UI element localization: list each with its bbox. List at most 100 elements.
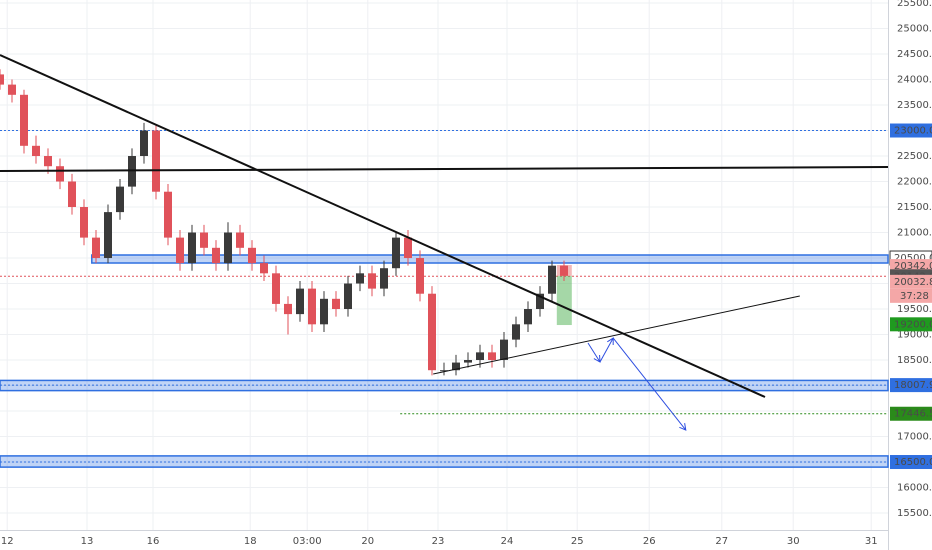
profit-box [556,276,572,326]
price-label-bg [890,406,932,421]
y-tick-label: 17000.0 [897,432,932,443]
zone [91,254,889,264]
candle-body [68,181,76,208]
candle-body [560,265,568,276]
x-tick-label: 24 [501,536,514,547]
candle-body [20,94,28,146]
trendline [0,166,889,173]
candle-body [200,232,208,248]
price-label: 16500.0 [894,457,932,468]
candle-body [8,84,16,95]
candle-body [212,247,220,264]
price-label-bg [890,274,932,289]
candle-body [404,237,412,259]
candle-body [248,247,256,264]
countdown: 37:28 [900,291,929,302]
x-tick-label: 31 [865,536,878,547]
candle-body [548,265,556,294]
trendline [433,295,800,375]
y-tick-label: 24000.0 [897,75,932,86]
candle-body [236,232,244,248]
candle-body [284,303,292,315]
candle-body [140,130,148,157]
y-tick-label: 23500.0 [897,100,932,111]
x-tick-label: 18 [244,536,257,547]
y-tick-label: 21500.0 [897,202,932,213]
x-tick-label: 12 [1,536,14,547]
y-tick-label: 18500.0 [897,355,932,366]
arrow [612,337,687,431]
x-tick-label: 20 [361,536,374,547]
candle-body [524,309,532,325]
y-tick-label: 25500.0 [897,0,932,9]
candle-body [332,298,340,310]
candle-body [92,237,100,259]
x-tick-label: 16 [147,536,160,547]
candle-body [428,293,436,371]
y-tick-label: 19500.0 [897,304,932,315]
price-label: 17446.5 [894,409,932,420]
y-tick-label: 16000.0 [897,483,932,494]
candle-body [488,352,496,361]
price-label: 18007.9 [894,380,932,391]
x-tick-label: 25 [571,536,584,547]
y-tick-label: 19000.0 [897,330,932,341]
candle-body [56,166,64,182]
price-label: 20500.0 [894,253,932,264]
price-label-bg [890,317,932,332]
candle-body [32,145,40,157]
candle-body [104,212,112,259]
y-tick-label: 22500.0 [897,151,932,162]
x-tick-label: 23 [432,536,445,547]
arrow [599,337,614,363]
zone [0,455,889,468]
candle-body [164,191,172,238]
price-label-bg [890,455,932,470]
price-label: 23000.0 [894,126,932,137]
candle-body [416,258,424,294]
candle-body [452,362,460,371]
price-label: 20032.8 [894,277,932,288]
y-tick-label: 24500.0 [897,49,932,60]
price-label: 20342.0 [894,261,932,272]
x-tick-label: 03:00 [293,536,322,547]
candle-body [344,283,352,310]
candle-body [0,74,4,85]
x-tick-label: 27 [715,536,728,547]
candle-body [176,237,184,264]
price-label: 19200.0 [894,319,932,330]
y-tick-label: 15500.0 [897,508,932,519]
candle-body [320,298,328,325]
candle-body [260,263,268,274]
candle-body [188,232,196,264]
y-tick-label: 25000.0 [897,24,932,35]
candle-body [536,293,544,310]
candle-body [500,339,508,361]
candle-body [116,186,124,213]
x-tick-label: 26 [643,536,656,547]
y-tick-label: 21000.0 [897,228,932,239]
trendline [0,54,766,398]
x-tick-label: 13 [81,536,94,547]
candle-body [44,156,52,167]
plot-area [0,0,889,530]
y-tick-label: 22000.0 [897,177,932,188]
price-label-bg [890,378,932,393]
candle-body [464,360,472,363]
x-tick-label: 30 [787,536,800,547]
countdown-bg [890,288,932,303]
candle-body [272,273,280,304]
candle-body [368,273,376,289]
candle-body [356,273,364,284]
price-label-bg [890,123,932,138]
candle-body [224,232,232,264]
candle-body [512,324,520,340]
candle-body [380,268,388,289]
candle-body [80,207,88,238]
candle-body [476,352,484,361]
candle-body [440,370,448,372]
candle-body [152,130,160,192]
candle-body [308,288,316,325]
